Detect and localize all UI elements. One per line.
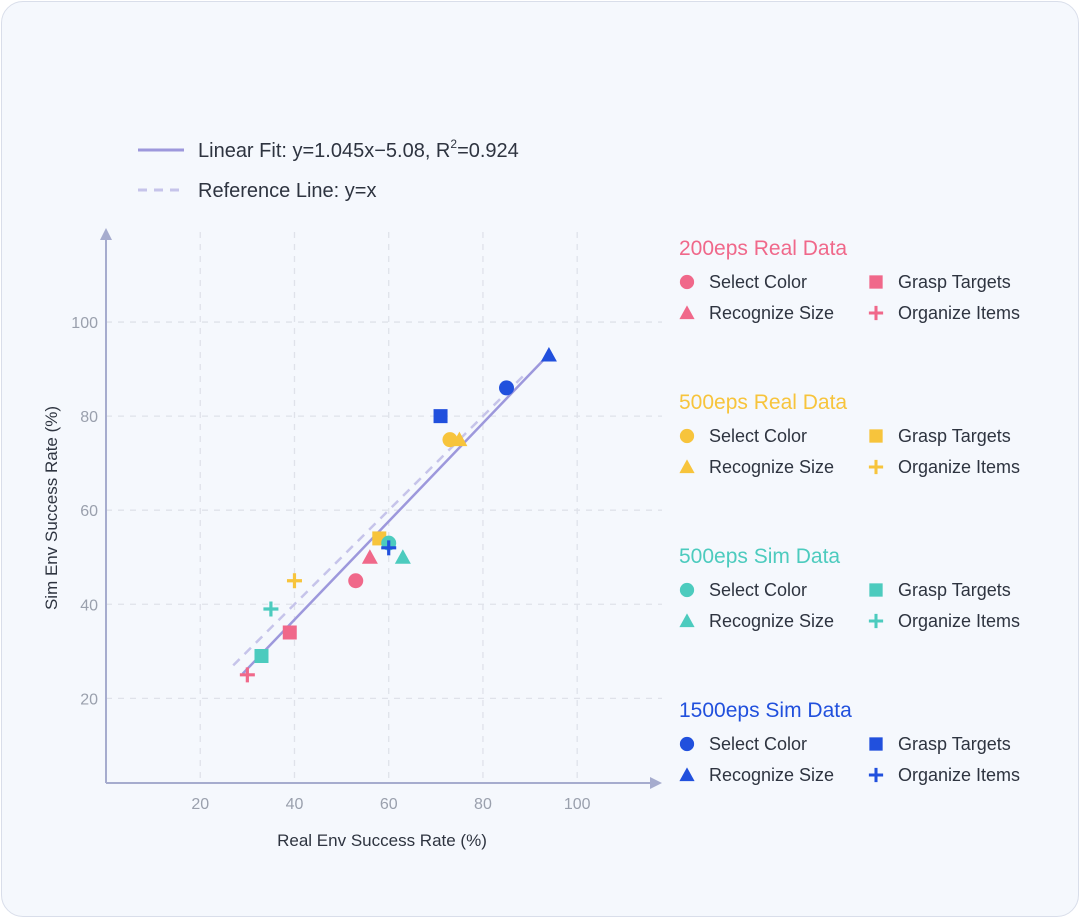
legend-group-title: 500eps Real Data — [679, 391, 847, 414]
legend-item-label: Recognize Size — [709, 303, 834, 323]
legend-marker-plus — [868, 613, 884, 629]
legend-group-title: 1500eps Sim Data — [679, 699, 852, 722]
data-point-plus — [263, 601, 279, 617]
tick-labels: 20 40 60 80 100 20 40 60 80 100 — [71, 315, 590, 813]
y-axis-arrow — [100, 228, 112, 240]
legend-marker-square — [869, 275, 883, 289]
data-point-triangle — [540, 346, 557, 362]
y-tick-label: 20 — [80, 691, 98, 708]
legend-item-label: Grasp Targets — [898, 734, 1011, 754]
data-points — [239, 346, 557, 683]
reference-line — [232, 372, 527, 667]
legend-marker-circle — [679, 274, 695, 290]
y-tick-label: 60 — [80, 503, 98, 520]
legend-marker-square — [869, 737, 883, 751]
data-point-triangle — [451, 431, 468, 447]
y-tick-label: 80 — [80, 409, 98, 426]
data-point-circle — [499, 380, 515, 396]
grid — [106, 232, 662, 783]
legend-item-label: Select Color — [709, 580, 807, 600]
legend-item-label: Organize Items — [898, 765, 1020, 785]
legend-item-label: Grasp Targets — [898, 580, 1011, 600]
legend-marker-square — [869, 583, 883, 597]
legend-item-label: Organize Items — [898, 303, 1020, 323]
data-point-triangle — [361, 549, 378, 564]
legend-marker-triangle — [679, 613, 695, 628]
x-tick-label: 40 — [286, 796, 304, 813]
data-point-square — [433, 409, 448, 424]
legend-group-title: 200eps Real Data — [679, 237, 847, 260]
reference-legend-label: Reference Line: y=x — [198, 180, 376, 202]
legend-item-label: Organize Items — [898, 611, 1020, 631]
legend-marker-plus — [868, 459, 884, 475]
legend-item-label: Organize Items — [898, 457, 1020, 477]
legend-item-label: Select Color — [709, 734, 807, 754]
data-point-plus — [286, 573, 302, 589]
legend-item-label: Grasp Targets — [898, 272, 1011, 292]
data-point-triangle — [394, 549, 411, 564]
legend-marker-circle — [679, 428, 695, 444]
data-point-circle — [348, 573, 364, 589]
fit-lines — [232, 358, 546, 675]
legend-marker-circle — [679, 736, 695, 752]
group-legend: 200eps Real Data Select Color Grasp Target… — [679, 237, 1020, 785]
data-point-plus — [381, 540, 397, 556]
x-tick-label: 60 — [380, 796, 398, 813]
legend-item-label: Select Color — [709, 426, 807, 446]
x-tick-label: 80 — [474, 796, 492, 813]
legend-marker-triangle — [679, 767, 695, 782]
legend-marker-triangle — [679, 459, 695, 474]
legend-marker-plus — [868, 305, 884, 321]
legend-item-label: Select Color — [709, 272, 807, 292]
legend-marker-plus — [868, 767, 884, 783]
fit-legend-label: Linear Fit: y=1.045x−5.08, R2=0.924 — [198, 137, 519, 162]
data-point-plus — [239, 667, 255, 683]
linear-fit-line — [241, 358, 546, 675]
legend-item-label: Recognize Size — [709, 457, 834, 477]
legend-marker-square — [869, 429, 883, 443]
y-axis-title: Sim Env Success Rate (%) — [42, 406, 61, 610]
legend-item-label: Grasp Targets — [898, 426, 1011, 446]
x-axis-title: Real Env Success Rate (%) — [277, 831, 487, 850]
data-point-square — [254, 649, 269, 664]
axes — [100, 228, 662, 789]
fit-legend: Linear Fit: y=1.045x−5.08, R2=0.924 Refe… — [138, 137, 519, 202]
x-tick-label: 100 — [564, 796, 591, 813]
y-tick-label: 40 — [80, 597, 98, 614]
y-tick-label: 100 — [71, 315, 98, 332]
legend-marker-circle — [679, 582, 695, 598]
data-point-square — [282, 625, 297, 640]
fit-legend-superscript: 2 — [450, 137, 457, 151]
legend-item-label: Recognize Size — [709, 611, 834, 631]
legend-item-label: Recognize Size — [709, 765, 834, 785]
legend-marker-triangle — [679, 305, 695, 320]
x-tick-label: 20 — [191, 796, 209, 813]
x-axis-arrow — [650, 777, 662, 789]
legend-group-title: 500eps Sim Data — [679, 545, 840, 568]
